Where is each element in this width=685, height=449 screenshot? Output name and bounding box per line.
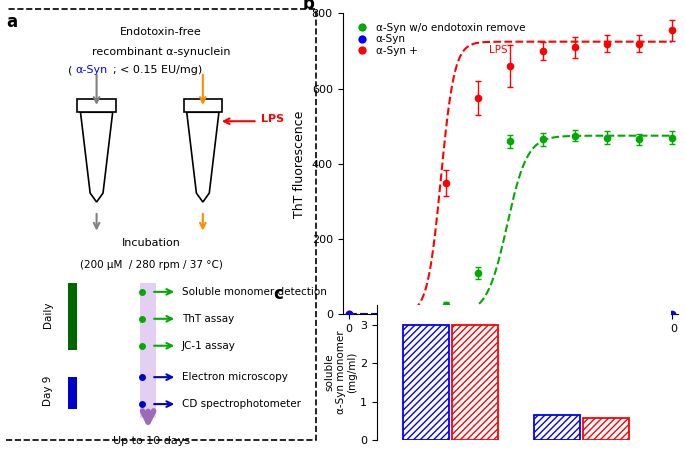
- Bar: [452, 325, 498, 440]
- Text: Day 9: Day 9: [43, 375, 53, 406]
- Y-axis label: soluble
α-Syn monomer
(mg/ml): soluble α-Syn monomer (mg/ml): [324, 331, 357, 414]
- Text: Soluble monomer detection: Soluble monomer detection: [182, 287, 327, 297]
- Legend: α-Syn w/o endotoxin remove, α-Syn, α-Syn + : α-Syn w/o endotoxin remove, α-Syn, α-Syn…: [348, 19, 530, 60]
- Bar: [583, 418, 629, 440]
- Polygon shape: [187, 112, 219, 202]
- Text: ThT assay: ThT assay: [182, 314, 234, 324]
- Bar: [403, 325, 449, 440]
- Text: c: c: [274, 285, 284, 303]
- Bar: [534, 415, 580, 440]
- Text: Electron microscopy: Electron microscopy: [182, 372, 288, 382]
- Text: Endotoxin-free: Endotoxin-free: [120, 27, 202, 37]
- Y-axis label: ThT fluorescence: ThT fluorescence: [293, 110, 306, 218]
- Text: Daily: Daily: [43, 301, 53, 328]
- Bar: [140, 283, 156, 418]
- Text: a: a: [6, 13, 18, 31]
- Bar: [184, 99, 222, 112]
- Text: ; < 0.15 EU/mg): ; < 0.15 EU/mg): [112, 65, 202, 75]
- X-axis label: Day: Day: [498, 339, 523, 352]
- Text: LPS: LPS: [261, 114, 284, 124]
- Text: recombinant α-synuclein: recombinant α-synuclein: [92, 47, 230, 57]
- Text: Up to 10 days: Up to 10 days: [113, 436, 190, 445]
- Text: b: b: [302, 0, 314, 13]
- Bar: [68, 377, 77, 409]
- Bar: [77, 99, 116, 112]
- Bar: [68, 283, 77, 350]
- Polygon shape: [81, 112, 112, 202]
- Text: (200 μM  / 280 rpm / 37 °C): (200 μM / 280 rpm / 37 °C): [80, 260, 223, 270]
- Text: LPS: LPS: [488, 45, 507, 55]
- Text: Incubation: Incubation: [122, 238, 181, 248]
- Text: α-Syn: α-Syn: [75, 65, 108, 75]
- Text: JC-1 assay: JC-1 assay: [182, 341, 236, 351]
- Text: (: (: [68, 65, 72, 75]
- Text: CD spectrophotometer: CD spectrophotometer: [182, 399, 301, 409]
